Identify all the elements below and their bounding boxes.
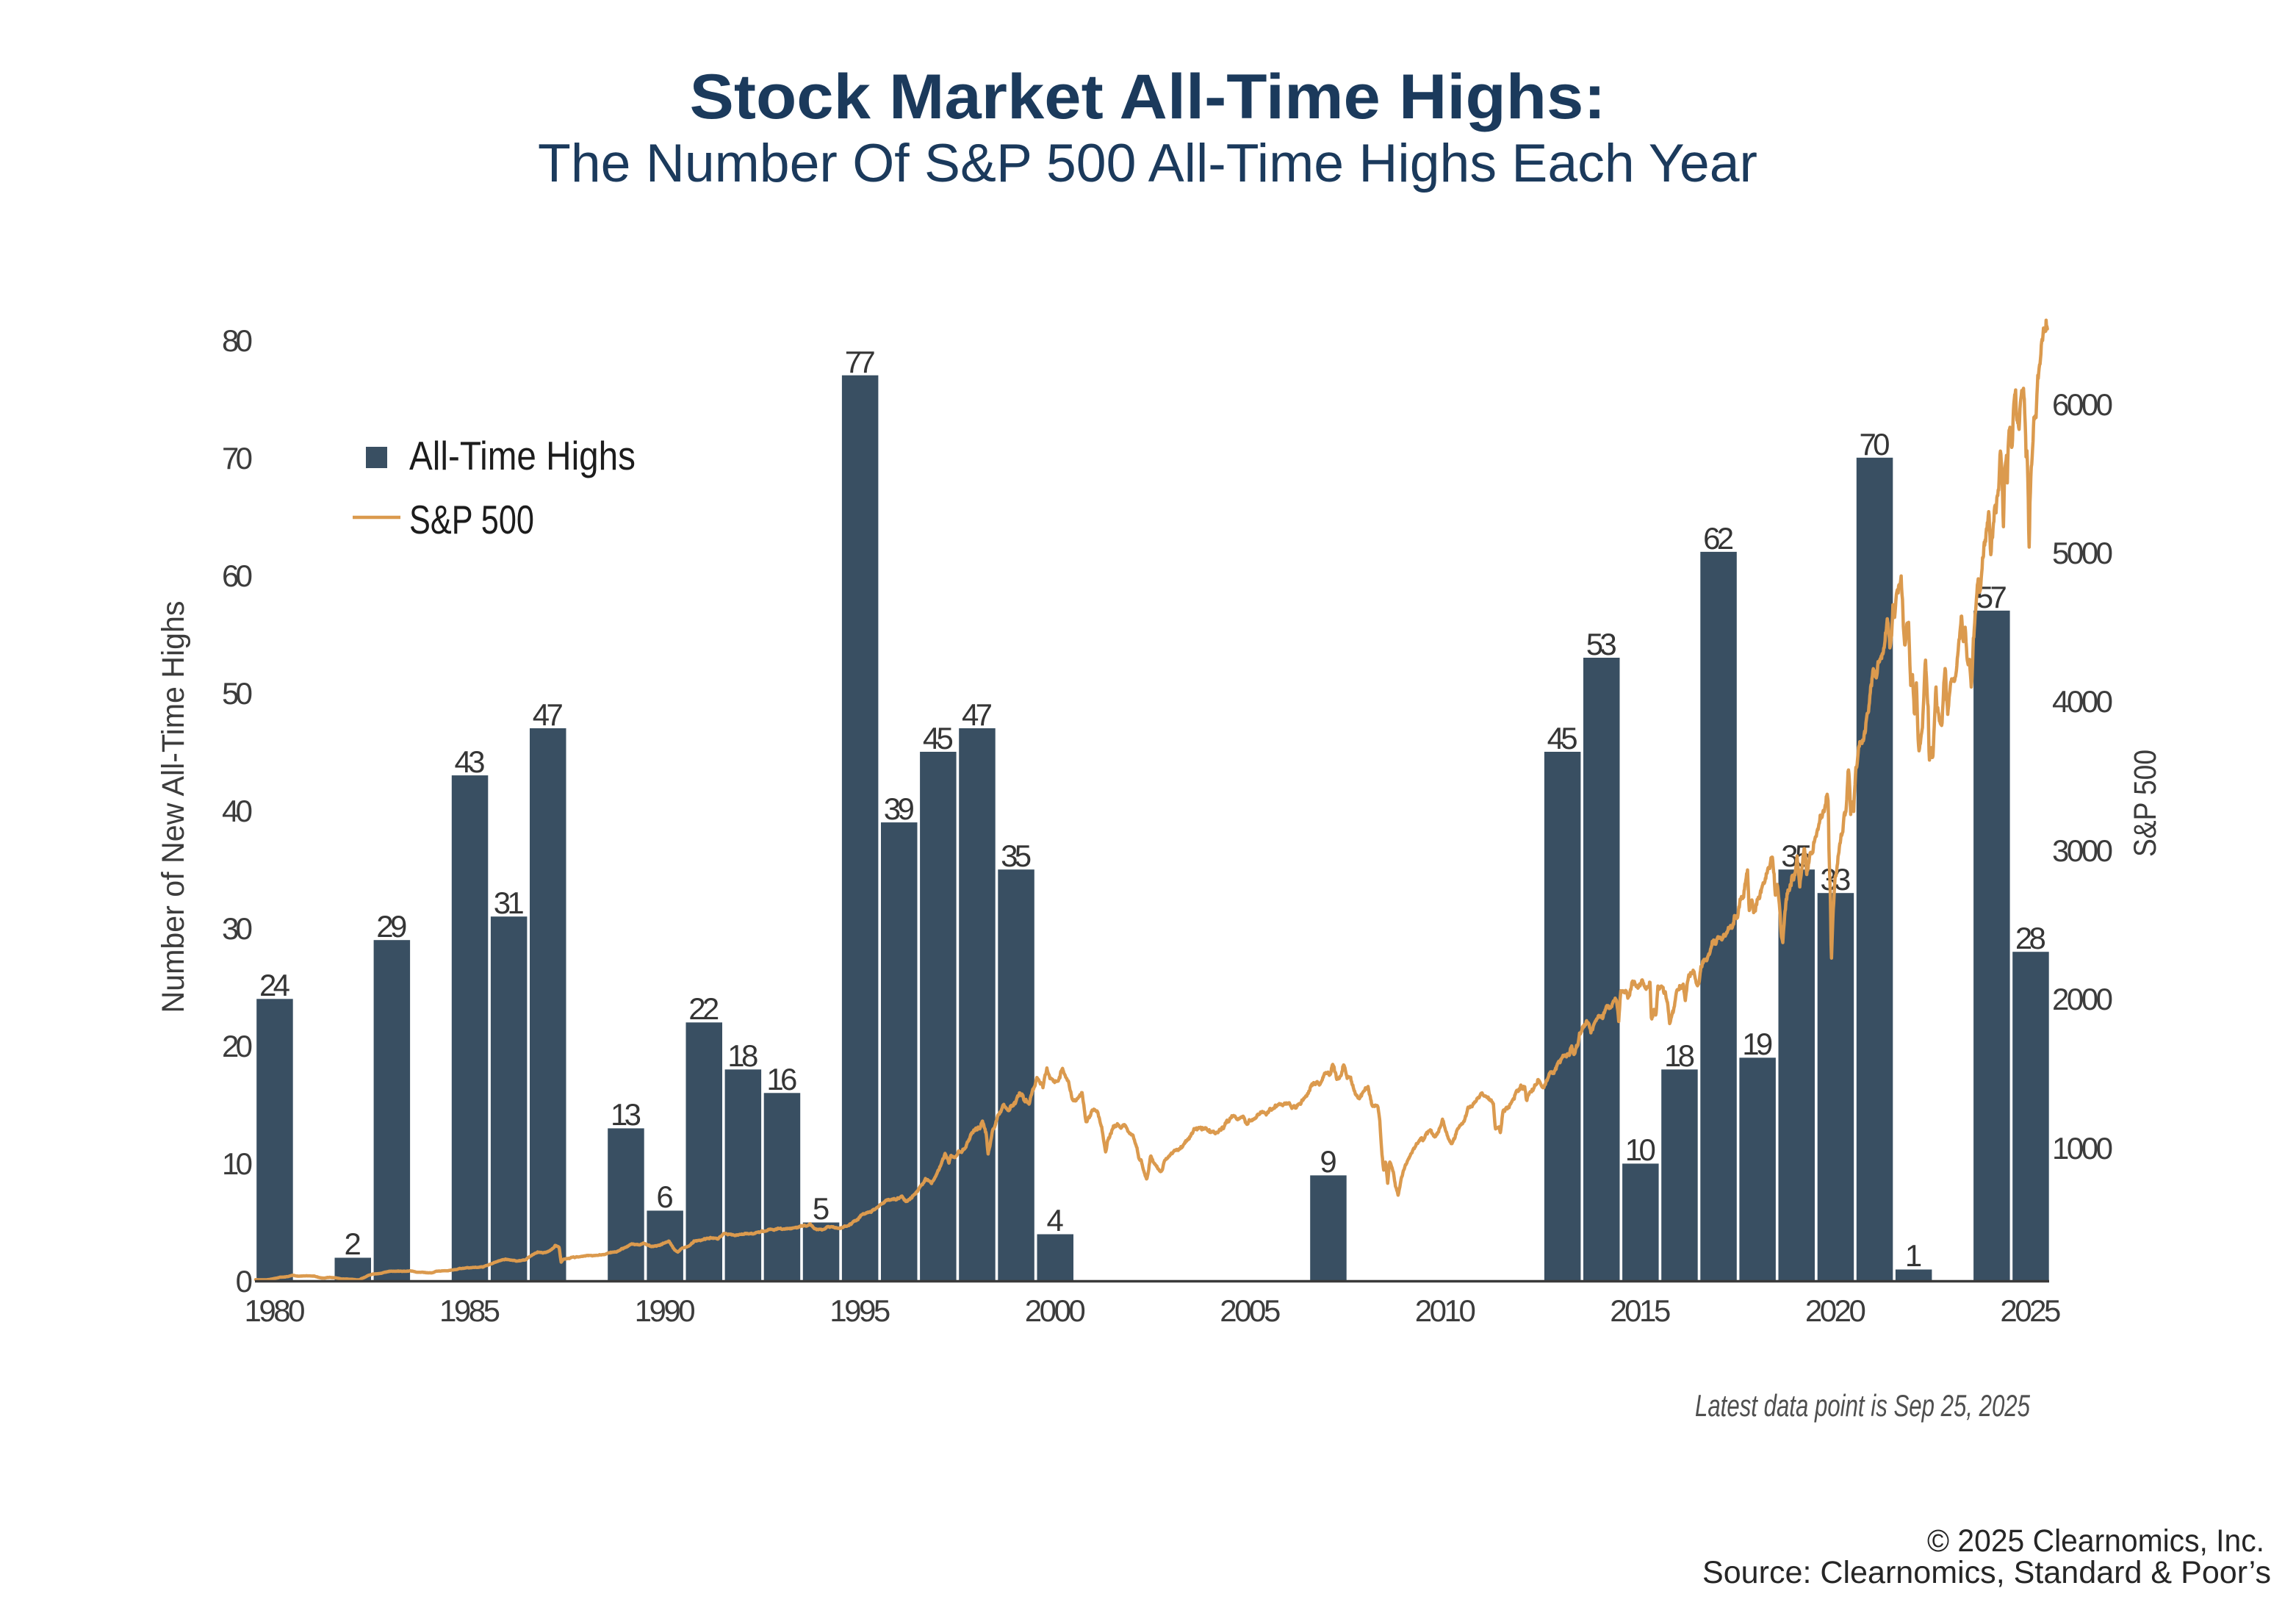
svg-text:2020: 2020 <box>1805 1293 1866 1328</box>
svg-text:1: 1 <box>1905 1238 1922 1273</box>
svg-text:5000: 5000 <box>2052 536 2113 570</box>
svg-text:80: 80 <box>222 323 253 358</box>
svg-text:2: 2 <box>345 1227 361 1261</box>
svg-text:0: 0 <box>236 1264 253 1299</box>
svg-text:43: 43 <box>455 744 486 779</box>
svg-text:6: 6 <box>656 1179 673 1214</box>
svg-text:45: 45 <box>1547 721 1578 755</box>
svg-text:28: 28 <box>2015 921 2046 955</box>
svg-text:62: 62 <box>1703 521 1734 556</box>
svg-text:All-Time Highs: All-Time Highs <box>409 433 636 478</box>
svg-text:2005: 2005 <box>1220 1293 1281 1328</box>
svg-text:2015: 2015 <box>1610 1293 1671 1328</box>
svg-text:4: 4 <box>1047 1203 1064 1238</box>
svg-text:Number of New All-Time Highs: Number of New All-Time Highs <box>156 601 191 1013</box>
svg-text:S&P 500: S&P 500 <box>2128 750 2163 857</box>
svg-text:1000: 1000 <box>2052 1131 2113 1166</box>
svg-text:53: 53 <box>1586 627 1617 661</box>
svg-text:6000: 6000 <box>2052 387 2113 422</box>
svg-text:39: 39 <box>884 791 915 826</box>
svg-text:9: 9 <box>1320 1144 1336 1179</box>
svg-text:24: 24 <box>259 968 290 1002</box>
svg-text:18: 18 <box>727 1038 758 1073</box>
svg-text:16: 16 <box>766 1062 797 1096</box>
svg-text:Latest data point is Sep 25, 2: Latest data point is Sep 25, 2025 <box>1695 1388 2030 1423</box>
svg-text:1995: 1995 <box>829 1293 890 1328</box>
svg-text:30: 30 <box>222 911 253 946</box>
svg-text:The Number Of S&P 500 All-Time: The Number Of S&P 500 All-Time Highs Eac… <box>538 134 1757 193</box>
svg-text:29: 29 <box>376 909 407 944</box>
svg-text:10: 10 <box>1625 1132 1656 1167</box>
svg-text:2025: 2025 <box>2000 1293 2061 1328</box>
svg-text:2010: 2010 <box>1415 1293 1476 1328</box>
svg-text:2000: 2000 <box>2052 982 2113 1016</box>
svg-text:60: 60 <box>222 559 253 593</box>
svg-text:Stock Market All-Time Highs:: Stock Market All-Time Highs: <box>690 62 1606 132</box>
svg-text:10: 10 <box>222 1146 253 1181</box>
svg-text:Source: Clearnomics, Standard: Source: Clearnomics, Standard & Poor’s <box>1702 1555 2271 1590</box>
svg-text:50: 50 <box>222 676 253 711</box>
svg-text:31: 31 <box>494 886 525 920</box>
svg-text:22: 22 <box>688 991 719 1026</box>
svg-text:18: 18 <box>1664 1038 1695 1073</box>
svg-text:1985: 1985 <box>439 1293 500 1328</box>
svg-text:70: 70 <box>1860 427 1890 462</box>
svg-text:40: 40 <box>222 794 253 828</box>
svg-text:35: 35 <box>1001 838 1032 873</box>
svg-text:47: 47 <box>533 697 564 732</box>
svg-text:1980: 1980 <box>245 1293 306 1328</box>
svg-text:70: 70 <box>222 441 253 475</box>
svg-text:47: 47 <box>962 697 993 732</box>
svg-text:S&P 500: S&P 500 <box>409 497 534 542</box>
svg-text:20: 20 <box>222 1029 253 1063</box>
svg-text:77: 77 <box>845 345 876 379</box>
svg-text:2000: 2000 <box>1025 1293 1086 1328</box>
svg-text:19: 19 <box>1742 1027 1773 1061</box>
svg-text:45: 45 <box>923 721 954 755</box>
svg-text:5: 5 <box>813 1191 829 1226</box>
svg-text:3000: 3000 <box>2052 833 2113 868</box>
svg-text:13: 13 <box>611 1097 641 1132</box>
svg-text:4000: 4000 <box>2052 684 2113 719</box>
svg-text:© 2025 Clearnomics, Inc.: © 2025 Clearnomics, Inc. <box>1927 1523 2264 1559</box>
svg-text:1990: 1990 <box>635 1293 696 1328</box>
